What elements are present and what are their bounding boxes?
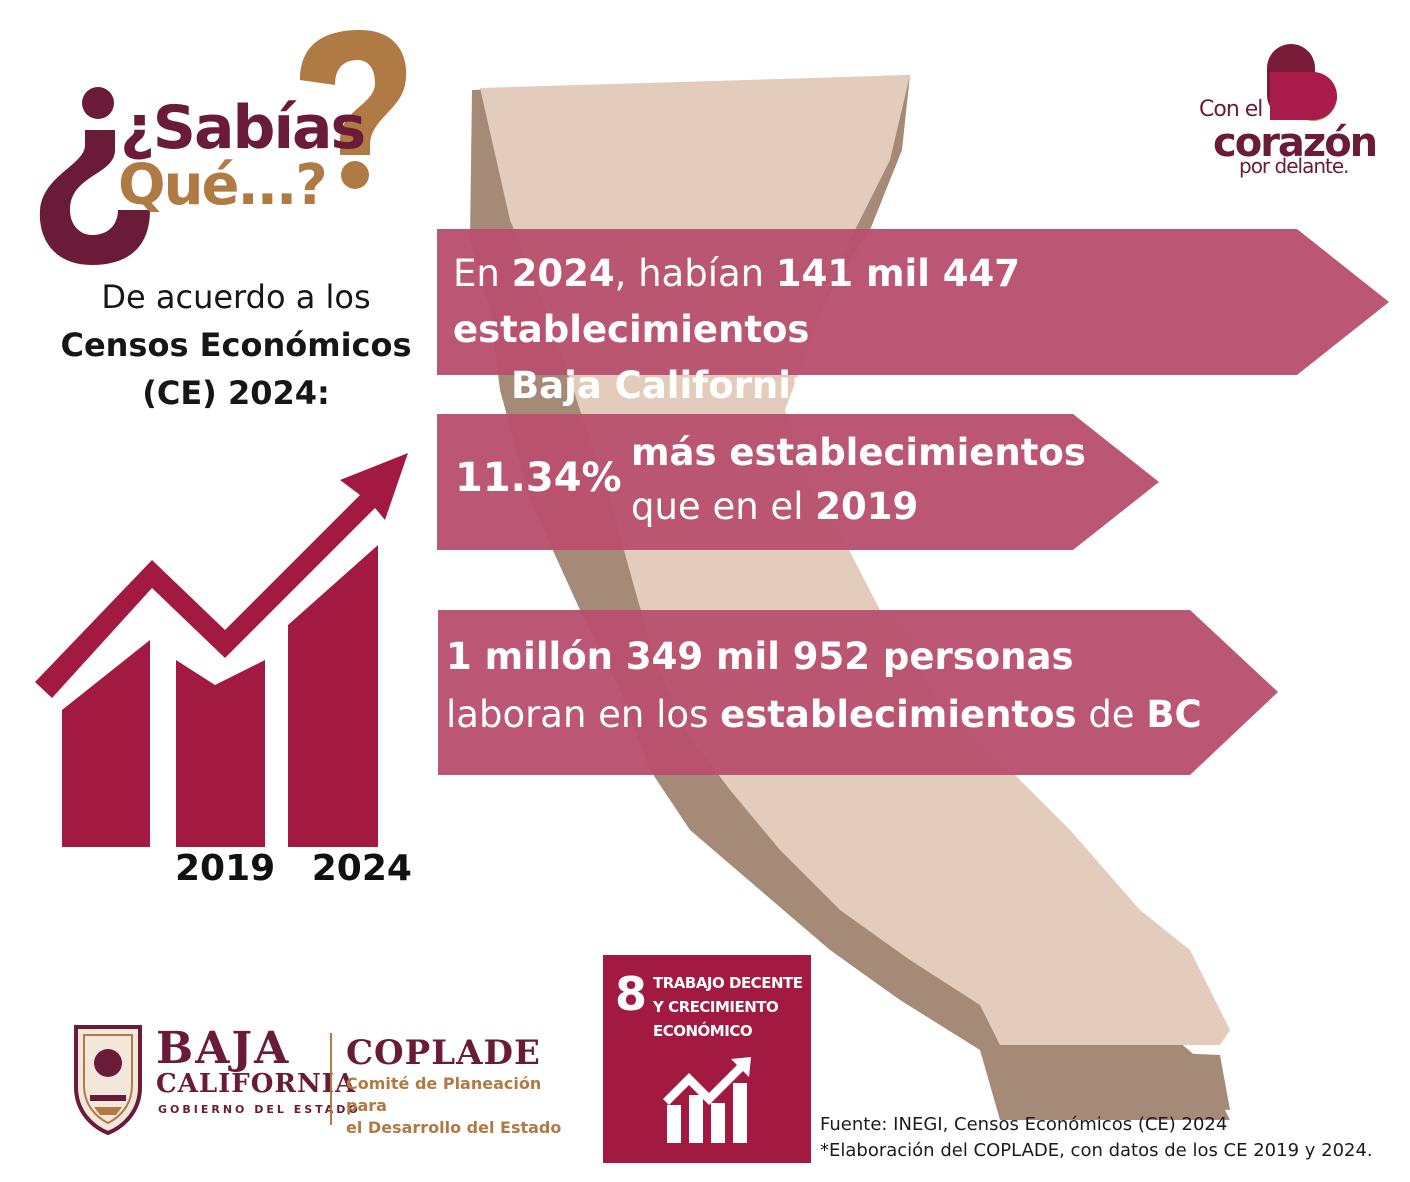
baja-california-coplade-logo: BAJA CALIFORNIA GOBIERNO DEL ESTADO COPL… (68, 1015, 568, 1140)
sabias-label: ¿Sabías (120, 93, 366, 163)
banner-1-shape (437, 229, 1389, 375)
source-note: Fuente: INEGI, Censos Económicos (CE) 20… (820, 1112, 1373, 1164)
bar-2024 (288, 545, 378, 847)
intro-line-3: (CE) 2024: (142, 374, 330, 412)
trend-arrow (35, 453, 408, 698)
intro-line-1: De acuerdo a los (101, 278, 371, 316)
corazon-con-el: Con el (1199, 97, 1263, 122)
ods-number: 8 (615, 967, 648, 1021)
ods-label: TRABAJO DECENTE Y CRECIMIENTO ECONÓMICO (653, 974, 803, 1040)
intro-text: De acuerdo a los Censos Económicos (CE) … (40, 273, 432, 417)
banner-3-line-2: laboran en los establecimientos de BC (446, 693, 1202, 736)
coplade-title: COPLADE (346, 1033, 541, 1073)
banner-percent-increase: 11.34% más establecimientos que en el 20… (437, 414, 1161, 550)
baja-california-map (470, 75, 1230, 1120)
year-2024: 2024 (311, 848, 412, 889)
banner-2-text: más establecimientos que en el 2019 (631, 426, 1151, 534)
corazon-por-delante: por delante. (1239, 154, 1350, 178)
bar-left (62, 640, 150, 847)
intro-line-2: Censos Económicos (60, 326, 412, 364)
banner-2-percent: 11.34% (455, 455, 622, 501)
question-marks-icon (39, 30, 407, 265)
coplade-subtitle: Comité de Planeación para el Desarrollo … (346, 1074, 562, 1137)
source-line-2: *Elaboración del COPLADE, con datos de l… (820, 1140, 1373, 1161)
bc-subtitle: CALIFORNIA (156, 1069, 357, 1099)
banner-2-line-2: que en el 2019 (631, 485, 919, 528)
con-el-corazon-logo: Con el corazón por delante. (1195, 42, 1395, 182)
banner-2-line-1: más establecimientos (631, 431, 1086, 474)
banner-1-line-2: en Baja California (453, 364, 816, 407)
source-line-1: Fuente: INEGI, Censos Económicos (CE) 20… (820, 1114, 1228, 1135)
map-shadow-bottom (998, 1045, 1230, 1110)
banner-1-text: En 2024, habían 141 mil 447 establecimie… (453, 246, 1373, 414)
logo-divider (330, 1033, 332, 1125)
banner-3-text: 1 millón 349 mil 952 personas laboran en… (446, 628, 1266, 744)
state-seal-icon (74, 1025, 142, 1135)
growth-chart-icon (35, 453, 408, 847)
bc-gobierno: GOBIERNO DEL ESTADO (158, 1103, 361, 1116)
heart-shapes-icon (1267, 44, 1337, 121)
year-2019: 2019 (175, 848, 276, 889)
banner-3-line-1: 1 millón 349 mil 952 personas (446, 635, 1074, 678)
banner-1-line-1: En 2024, habían 141 mil 447 establecimie… (453, 252, 1021, 351)
banner-workers: 1 millón 349 mil 952 personas laboran en… (438, 610, 1280, 775)
corazon-word: corazón (1213, 120, 1378, 166)
banner-3-shape (438, 610, 1278, 775)
banner-establishments-2024: En 2024, habían 141 mil 447 establecimie… (437, 229, 1390, 407)
year-labels: 2019 2024 (175, 848, 412, 889)
ods-8-badge: 8 TRABAJO DECENTE Y CRECIMIENTO ECONÓMIC… (603, 955, 811, 1163)
que-label: Qué...? (118, 153, 328, 218)
bar-2019 (176, 660, 265, 847)
banner-2-shape (437, 414, 1159, 550)
growth-bars-icon (663, 1057, 751, 1143)
bc-title: BAJA (156, 1023, 291, 1074)
sabias-que-logo: ¿Sabías Qué...? (30, 25, 430, 270)
